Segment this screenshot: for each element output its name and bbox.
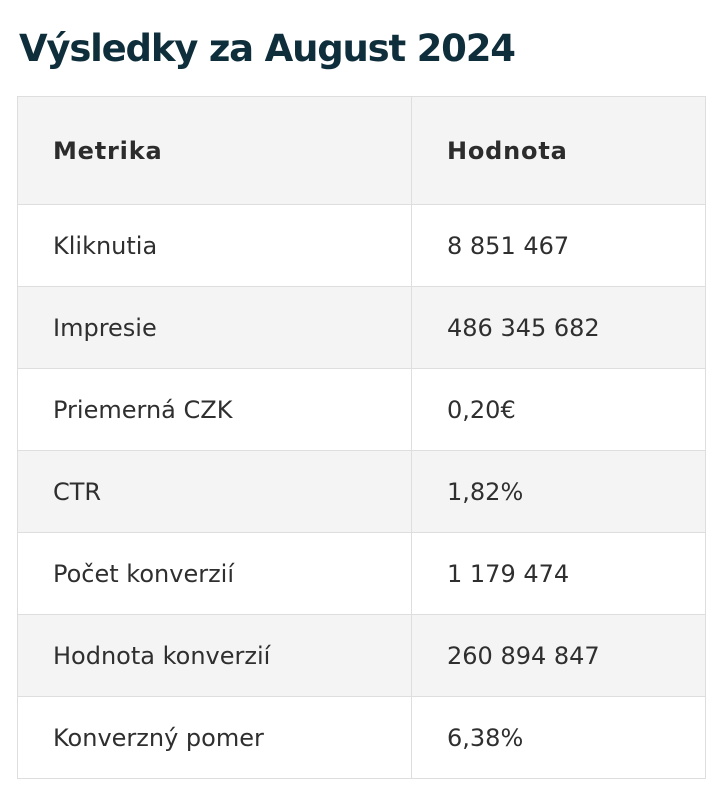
column-header-value: Hodnota xyxy=(411,96,706,205)
metric-cell: Konverzný pomer xyxy=(17,696,412,779)
value-cell: 8 851 467 xyxy=(411,204,706,287)
table-row: Impresie 486 345 682 xyxy=(17,286,706,369)
header-row: Metrika Hodnota xyxy=(17,96,706,205)
metric-cell: Kliknutia xyxy=(17,204,412,287)
metric-cell: Hodnota konverzií xyxy=(17,614,412,697)
table-row: Kliknutia 8 851 467 xyxy=(17,204,706,287)
value-cell: 486 345 682 xyxy=(411,286,706,369)
column-header-metric: Metrika xyxy=(17,96,412,205)
table-row: Priemerná CZK 0,20€ xyxy=(17,368,706,451)
metric-cell: CTR xyxy=(17,450,412,533)
metric-cell: Priemerná CZK xyxy=(17,368,412,451)
table-row: Hodnota konverzií 260 894 847 xyxy=(17,614,706,697)
metric-cell: Počet konverzií xyxy=(17,532,412,615)
metric-cell: Impresie xyxy=(17,286,412,369)
table-row: Konverzný pomer 6,38% xyxy=(17,696,706,779)
value-cell: 260 894 847 xyxy=(411,614,706,697)
results-table: Metrika Hodnota Kliknutia 8 851 467 Impr… xyxy=(17,96,706,779)
table-header: Metrika Hodnota xyxy=(17,96,706,205)
page-title: Výsledky za August 2024 xyxy=(19,27,516,70)
value-cell: 6,38% xyxy=(411,696,706,779)
table-body: Kliknutia 8 851 467 Impresie 486 345 682… xyxy=(17,204,706,779)
table-row: Počet konverzií 1 179 474 xyxy=(17,532,706,615)
value-cell: 0,20€ xyxy=(411,368,706,451)
value-cell: 1,82% xyxy=(411,450,706,533)
value-cell: 1 179 474 xyxy=(411,532,706,615)
table-row: CTR 1,82% xyxy=(17,450,706,533)
